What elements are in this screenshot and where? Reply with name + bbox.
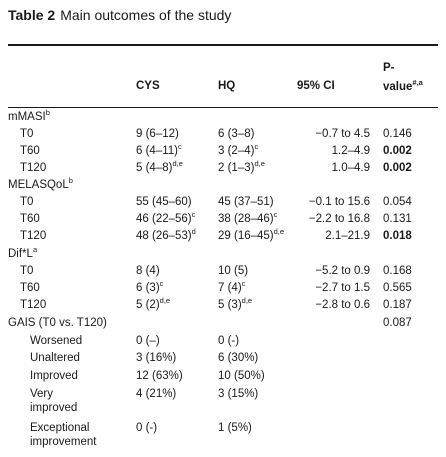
- row-label: T120: [20, 230, 47, 242]
- row-label: T60: [20, 282, 40, 294]
- cell-hq: 38 (28–46)c: [218, 210, 278, 225]
- cell-hq: 5 (3)d,e: [218, 296, 253, 311]
- cell-p-value: 0.087: [383, 317, 412, 329]
- row-label: Worsened: [30, 335, 83, 347]
- table-row: Unaltered 3 (16%) 6 (30%): [0, 351, 446, 369]
- cell-hq: 6 (3–8): [218, 128, 255, 140]
- row-label: Unaltered: [30, 352, 80, 364]
- row-label: T60: [20, 145, 40, 157]
- header-p-line2: value#,a: [383, 78, 423, 93]
- table-title: Main outcomes of the study: [60, 7, 232, 23]
- row-label: T60: [20, 213, 40, 225]
- table-row: Improved 12 (63%) 10 (50%): [0, 369, 446, 387]
- table-row: Worsened 0 (–) 0 (-): [0, 334, 446, 352]
- row-label: Improved: [30, 370, 78, 382]
- header-p-line1: P-: [383, 62, 395, 74]
- table-row: Exceptional improvement 0 (-) 1 (5%): [0, 421, 446, 448]
- table-row: mMASIb: [0, 108, 446, 128]
- table-row: GAIS (T0 vs. T120) 0.087: [0, 316, 446, 334]
- row-label: Very improved: [30, 388, 78, 414]
- cell-cys: 0 (–): [136, 335, 160, 347]
- cell-p-value: 0.565: [383, 282, 412, 294]
- cell-cys: 55 (45–60): [136, 196, 192, 208]
- cell-p-value: 0.131: [383, 213, 412, 225]
- table-row: T60 46 (22–56)c 38 (28–46)c −2.2 to 16.8 0.1…: [0, 210, 446, 230]
- header-rule: [8, 107, 438, 108]
- table-row: T120 5 (2)d,e 5 (3)d,e −2.8 to 0.6 0.187: [0, 296, 446, 316]
- row-label: T0: [20, 265, 34, 277]
- cell-hq: 10 (5): [218, 265, 249, 277]
- cell-ci: −2.8 to 0.6: [315, 299, 370, 311]
- cell-p-value: 0.002: [383, 145, 412, 157]
- cell-ci: 1.0–4.9: [331, 162, 370, 174]
- cell-cys: 4 (21%): [136, 388, 177, 400]
- cell-ci: −0.1 to 15.6: [308, 196, 370, 208]
- cell-hq: 3 (2–4)c: [218, 142, 259, 157]
- table-row: T120 48 (26–53)d 29 (16–45)d,e 2.1–21.9 0.01…: [0, 227, 446, 247]
- cell-p-value: 0.054: [383, 196, 412, 208]
- cell-ci: 2.1–21.9: [325, 230, 370, 242]
- cell-ci: 1.2–4.9: [331, 145, 370, 157]
- cell-hq: 3 (15%): [218, 388, 259, 400]
- cell-cys: 46 (22–56)c: [136, 210, 196, 225]
- row-label: GAIS (T0 vs. T120): [8, 317, 107, 329]
- cell-p-value: 0.002: [383, 162, 412, 174]
- row-label: MELASQoLb: [8, 176, 73, 191]
- table-label: Table 2: [8, 7, 56, 23]
- cell-p-value: 0.187: [383, 299, 412, 311]
- table-row: T0 55 (45–60) 45 (37–51) −0.1 to 15.6 0.054: [0, 195, 446, 213]
- row-label: T120: [20, 162, 47, 174]
- cell-ci: −2.2 to 16.8: [308, 213, 370, 225]
- row-label: T0: [20, 128, 34, 140]
- cell-hq: 2 (1–3)d,e: [218, 159, 265, 174]
- cell-hq: 29 (16–45)d,e: [218, 227, 285, 242]
- row-label: T0: [20, 196, 34, 208]
- table-caption: Table 2 Main outcomes of the study: [8, 7, 231, 23]
- cell-hq: 7 (4)c: [218, 279, 246, 294]
- table-row: T0 9 (6–12) 6 (3–8) −0.7 to 4.5 0.146: [0, 127, 446, 145]
- cell-ci: −5.2 to 0.9: [315, 265, 370, 277]
- header-cys: CYS: [136, 80, 160, 92]
- cell-hq: 0 (-): [218, 335, 240, 347]
- cell-cys: 8 (4): [136, 265, 160, 277]
- header-ci: 95% CI: [297, 80, 335, 92]
- table-row: T0 8 (4) 10 (5) −5.2 to 0.9 0.168: [0, 264, 446, 282]
- table-row: Very improved 4 (21%) 3 (15%): [0, 387, 446, 414]
- cell-ci: −2.7 to 1.5: [315, 282, 370, 294]
- row-label: Dif*La: [8, 245, 38, 260]
- cell-hq: 6 (30%): [218, 352, 259, 364]
- row-label: T120: [20, 299, 47, 311]
- top-rule: [8, 44, 438, 46]
- cell-cys: 9 (6–12): [136, 128, 179, 140]
- cell-hq: 10 (50%): [218, 370, 265, 382]
- table-row: T60 6 (4–11)c 3 (2–4)c 1.2–4.9 0.002: [0, 142, 446, 162]
- cell-p-value: 0.168: [383, 265, 412, 277]
- cell-cys: 0 (-): [136, 422, 158, 434]
- row-label-line2: improved: [30, 402, 78, 414]
- row-label: Exceptional improvement: [30, 422, 97, 448]
- table-row: Dif*La: [0, 245, 446, 265]
- table-row: T60 6 (3)c 7 (4)c −2.7 to 1.5 0.565: [0, 279, 446, 299]
- row-label-line2: improvement: [30, 436, 97, 448]
- cell-cys: 12 (63%): [136, 370, 183, 382]
- cell-cys: 5 (4–8)d,e: [136, 159, 183, 174]
- cell-ci: −0.7 to 4.5: [315, 128, 370, 140]
- table-row: MELASQoLb: [0, 176, 446, 196]
- cell-cys: 3 (16%): [136, 352, 177, 364]
- cell-p-value: 0.018: [383, 230, 412, 242]
- cell-cys: 6 (3)c: [136, 279, 164, 294]
- cell-hq: 45 (37–51): [218, 196, 274, 208]
- cell-cys: 5 (2)d,e: [136, 296, 171, 311]
- header-hq: HQ: [218, 80, 236, 92]
- cell-hq: 1 (5%): [218, 422, 252, 434]
- row-label: mMASIb: [8, 108, 50, 123]
- cell-cys: 48 (26–53)d: [136, 227, 196, 242]
- cell-p-value: 0.146: [383, 128, 412, 140]
- table-row: T120 5 (4–8)d,e 2 (1–3)d,e 1.0–4.9 0.002: [0, 159, 446, 179]
- cell-cys: 6 (4–11)c: [136, 142, 182, 157]
